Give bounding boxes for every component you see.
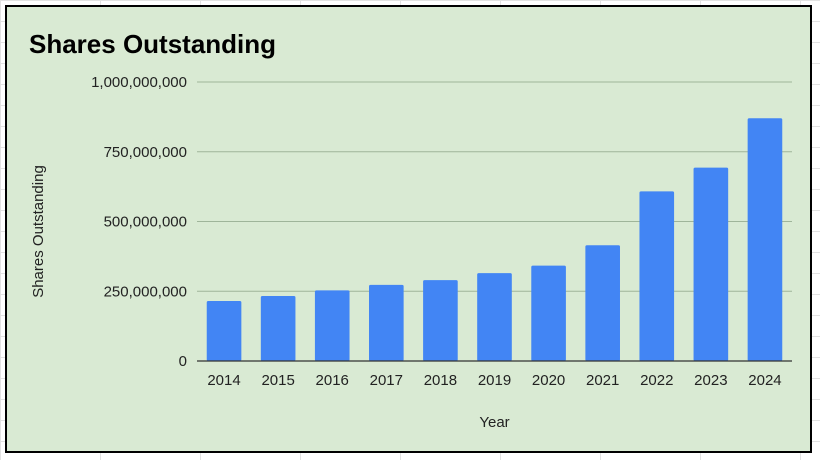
bar[interactable] — [531, 265, 566, 361]
x-tick-label: 2021 — [586, 372, 619, 389]
bar-chart: Shares Outstanding 0 250,000,000 500,000,0… — [29, 29, 792, 431]
bar[interactable] — [314, 290, 350, 361]
y-tick-label: 750,000,000 — [104, 144, 187, 161]
bar[interactable] — [639, 191, 675, 361]
bar[interactable] — [585, 245, 620, 361]
bar[interactable] — [206, 301, 242, 361]
bar[interactable] — [369, 284, 404, 361]
x-tick-label: 2023 — [694, 372, 727, 389]
x-tick-label: 2020 — [532, 372, 565, 389]
x-tick-label: 2018 — [424, 372, 457, 389]
x-tick-label: 2022 — [640, 372, 673, 389]
y-axis-label: Shares Outstanding — [30, 165, 47, 298]
y-tick-label: 1,000,000,000 — [91, 74, 187, 91]
x-tick-label: 2019 — [478, 372, 511, 389]
x-axis-label: Year — [479, 414, 509, 431]
chart-container[interactable]: Shares Outstanding 0 250,000,000 500,000,0… — [5, 5, 812, 453]
bar[interactable] — [693, 167, 729, 361]
x-tick-label: 2015 — [261, 372, 294, 389]
bar[interactable] — [477, 273, 512, 361]
bar[interactable] — [747, 118, 783, 362]
x-tick-label: 2024 — [748, 372, 781, 389]
chart-title: Shares Outstanding — [29, 29, 276, 59]
y-tick-label: 250,000,000 — [104, 283, 187, 300]
y-tick-label: 500,000,000 — [104, 214, 187, 231]
y-axis-ticks: 0 250,000,000 500,000,000 750,000,000 1,000,… — [91, 74, 187, 370]
x-tick-label: 2016 — [316, 372, 349, 389]
x-axis-ticks: 2014 2015 2016 2017 2018 2019 2020 2021 2022 2023… — [207, 372, 781, 389]
y-tick-label: 0 — [179, 353, 187, 370]
bar[interactable] — [260, 295, 296, 361]
bar[interactable] — [423, 280, 458, 361]
bars — [206, 118, 783, 362]
x-tick-label: 2014 — [207, 372, 240, 389]
x-tick-label: 2017 — [370, 372, 403, 389]
